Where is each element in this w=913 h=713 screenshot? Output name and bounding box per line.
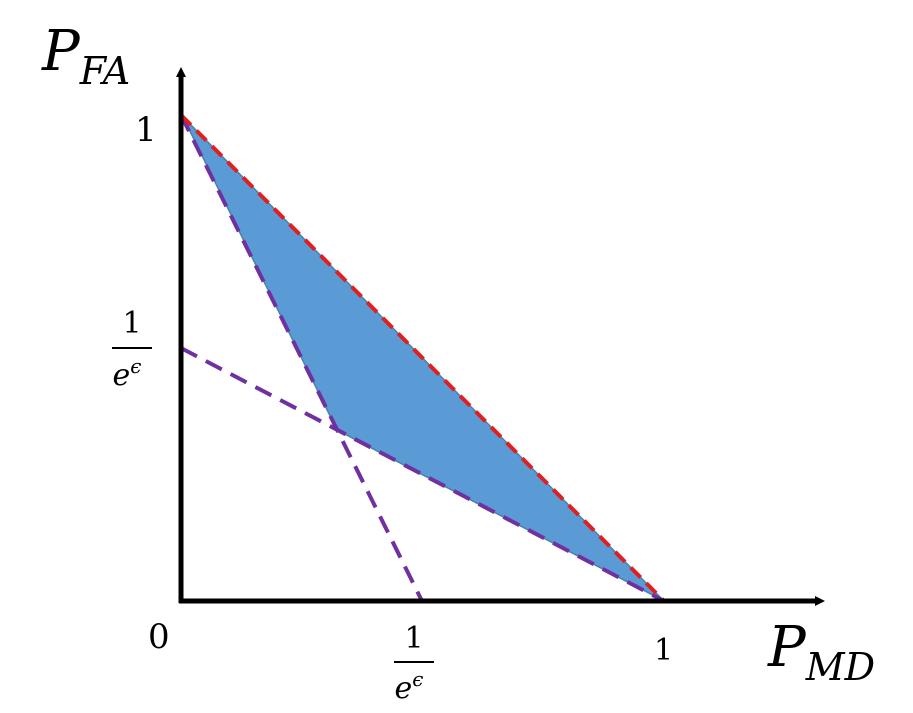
base: e: [395, 671, 413, 706]
label-sub: FA: [79, 49, 131, 93]
y-tick-label: 1: [135, 110, 157, 150]
fraction-numerator: 1: [122, 306, 141, 341]
red-dashed-line: [179, 113, 666, 603]
label-main: P: [767, 615, 807, 680]
y-axis-label: PFA: [41, 19, 130, 93]
fraction-denominator: eϵ: [113, 354, 142, 393]
exponent: ϵ: [412, 667, 423, 691]
x-tick-label: 1: [654, 633, 673, 668]
label-main: P: [41, 19, 81, 84]
exponent: ϵ: [130, 354, 141, 378]
label-sub: MD: [805, 645, 875, 689]
base: e: [113, 358, 131, 393]
origin-label: 0: [148, 617, 170, 657]
dashed-line: [179, 114, 424, 602]
fraction-denominator: eϵ: [395, 667, 424, 706]
fraction-numerator: 1: [404, 621, 423, 656]
dashed-line: [180, 346, 665, 603]
x-axis-label: PMD: [767, 615, 875, 689]
